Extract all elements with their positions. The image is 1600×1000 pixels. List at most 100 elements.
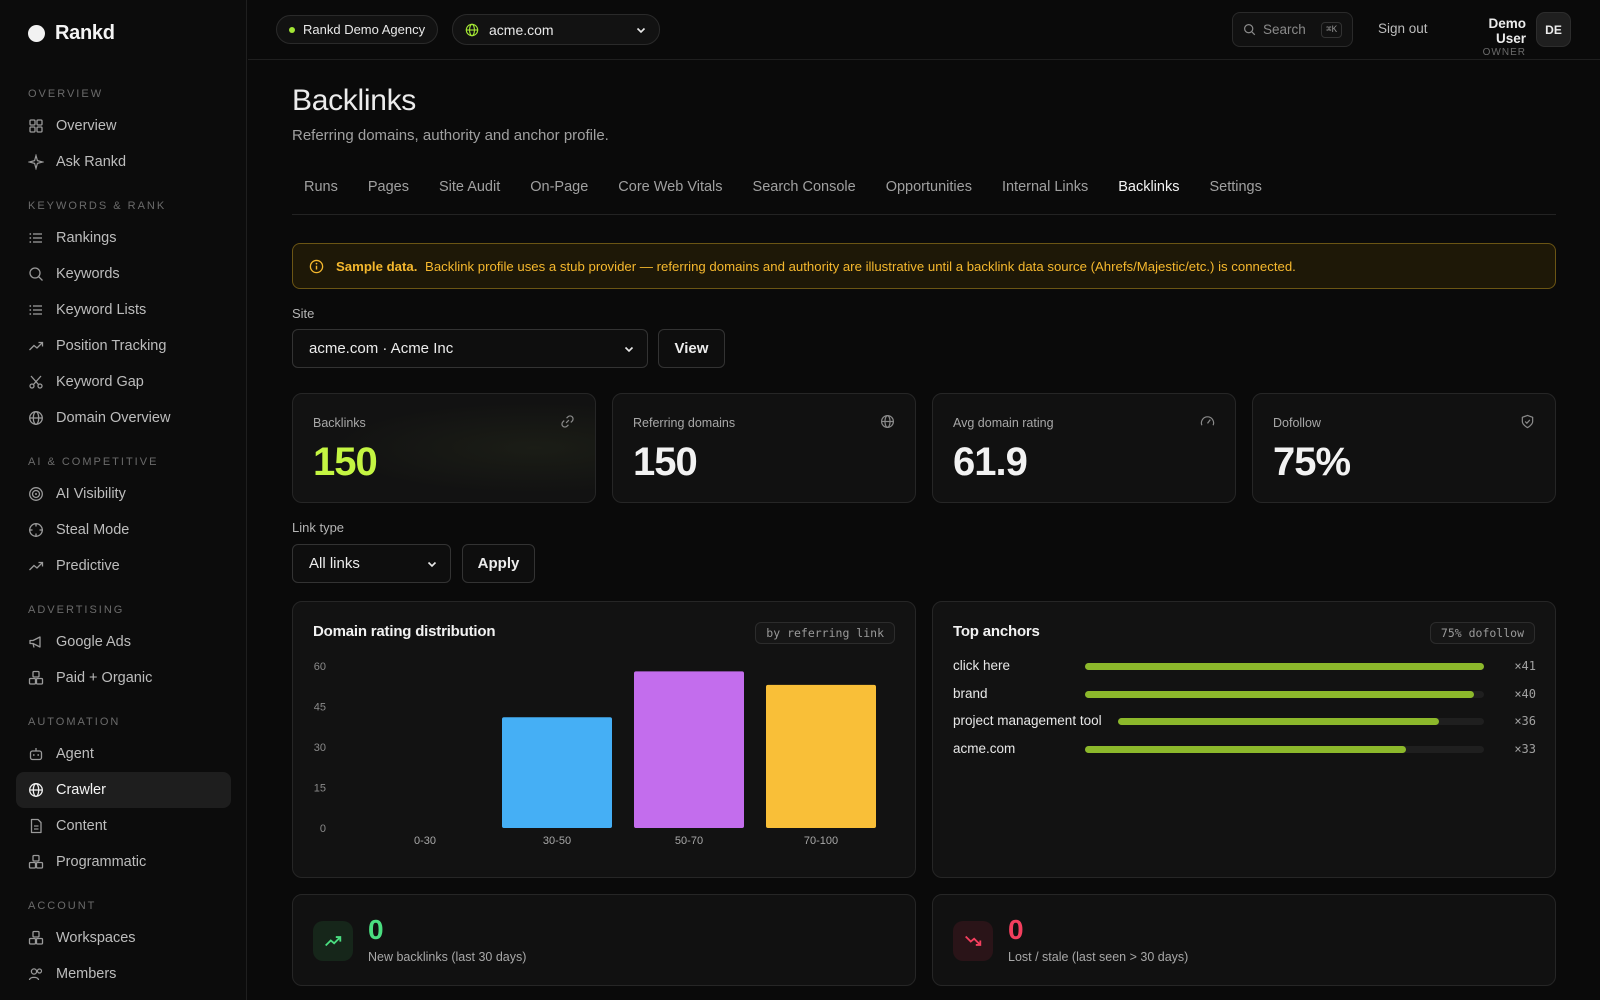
site-select[interactable]: acme.com · Acme Inc — [292, 329, 648, 368]
sidebar-item-keywords[interactable]: Keywords — [16, 256, 231, 292]
y-tick-label: 30 — [314, 742, 326, 754]
crosshair-icon — [29, 523, 43, 537]
sidebar-item-steal-mode[interactable]: Steal Mode — [16, 512, 231, 548]
sidebar-item-ai-visibility[interactable]: AI Visibility — [16, 476, 231, 512]
sidebar-item-rankings[interactable]: Rankings — [16, 220, 231, 256]
sidebar-item-ask-rankd[interactable]: Ask Rankd — [16, 144, 231, 180]
tab-runs[interactable]: Runs — [304, 179, 338, 195]
link-type-label: Link type — [292, 520, 345, 535]
search-button[interactable]: Search ⌘K — [1232, 12, 1353, 47]
app-name: Rankd — [55, 22, 115, 44]
agency-name: Rankd Demo Agency — [303, 22, 426, 37]
sidebar-item-label: Keyword Lists — [56, 302, 147, 318]
user-name: Demo User — [1488, 16, 1526, 46]
sidebar-item-domain-overview[interactable]: Domain Overview — [16, 400, 231, 436]
anchor-label: acme.com — [953, 740, 1016, 756]
x-tick-label: 70-100 — [804, 835, 838, 847]
search-icon — [29, 267, 43, 281]
trend-up-icon — [29, 341, 44, 351]
link-icon — [561, 415, 574, 428]
sidebar-item-predictive[interactable]: Predictive — [16, 548, 231, 584]
bot-icon — [29, 748, 43, 761]
view-button[interactable]: View — [658, 329, 725, 368]
tab-pages[interactable]: Pages — [367, 179, 409, 195]
nav-section-title: AUTOMATION — [28, 716, 121, 728]
dr-panel-title: Domain rating distribution — [313, 623, 496, 640]
avatar[interactable]: DE — [1536, 12, 1571, 47]
sidebar-item-crawler[interactable]: Crawler — [16, 772, 231, 808]
sidebar-item-members[interactable]: Members — [16, 956, 231, 992]
x-tick-label: 30-50 — [543, 835, 571, 847]
y-tick-label: 0 — [320, 823, 326, 835]
gauge-icon — [1200, 416, 1215, 426]
sidebar-item-label: Members — [56, 966, 117, 982]
sidebar-nav: OVERVIEW Overview Ask Rankd KEYWORDS & RANK… — [16, 80, 231, 992]
sparkle-icon — [28, 154, 44, 170]
user-role: OWNER — [1482, 47, 1526, 58]
app-logo[interactable]: Rankd — [28, 22, 115, 45]
trend-up-icon — [29, 561, 44, 571]
document-icon — [30, 818, 42, 834]
tab-opportunities[interactable]: Opportunities — [885, 179, 972, 195]
tab-site-audit[interactable]: Site Audit — [438, 179, 501, 195]
anchors-panel-tag: 75% dofollow — [1429, 622, 1535, 644]
tab-backlinks[interactable]: Backlinks — [1118, 179, 1180, 195]
sidebar-item-label: Keywords — [56, 266, 120, 282]
nav-section-title: KEYWORDS & RANK — [28, 200, 167, 212]
agency-switcher[interactable]: Rankd Demo Agency — [276, 15, 439, 44]
site-switcher[interactable]: acme.com — [452, 14, 660, 45]
sidebar-item-agent[interactable]: Agent — [16, 736, 231, 772]
sample-data-banner: Sample data. Backlink profile uses a stu… — [292, 243, 1556, 289]
sidebar-item-label: Programmatic — [56, 854, 147, 870]
sidebar-item-overview[interactable]: Overview — [16, 108, 231, 144]
globe-icon — [29, 783, 43, 797]
y-tick-label: 60 — [314, 661, 326, 673]
sign-out-button[interactable]: Sign out — [1378, 21, 1428, 36]
tab-on-page[interactable]: On-Page — [530, 179, 589, 195]
tab-settings[interactable]: Settings — [1209, 179, 1262, 195]
sidebar-item-position-tracking[interactable]: Position Tracking — [16, 328, 231, 364]
dr-distribution-panel: Domain rating distribution by referring … — [292, 601, 916, 878]
dr-panel-tag: by referring link — [755, 622, 895, 644]
nav-section-title: ACCOUNT — [28, 900, 97, 912]
megaphone-icon — [29, 636, 41, 648]
sidebar-item-programmatic[interactable]: Programmatic — [16, 844, 231, 880]
tab-core-web-vitals[interactable]: Core Web Vitals — [618, 179, 723, 195]
sidebar-item-label: Overview — [56, 118, 117, 134]
search-shortcut: ⌘K — [1321, 21, 1342, 38]
sidebar-item-label: Ask Rankd — [56, 154, 127, 170]
page-subtitle: Referring domains, authority and anchor … — [292, 127, 609, 144]
stat-value: 150 — [633, 440, 698, 484]
y-tick-label: 15 — [314, 783, 326, 795]
sidebar-item-keyword-lists[interactable]: Keyword Lists — [16, 292, 231, 328]
sidebar-item-google-ads[interactable]: Google Ads — [16, 624, 231, 660]
boxes-icon — [28, 670, 44, 685]
stat-value: 150 — [313, 440, 378, 484]
page-title: Backlinks — [292, 84, 417, 117]
sidebar-item-keyword-gap[interactable]: Keyword Gap — [16, 364, 231, 400]
sidebar-item-label: Steal Mode — [56, 522, 130, 538]
sidebar-item-workspaces[interactable]: Workspaces — [16, 920, 231, 956]
anchor-bar-track — [1085, 663, 1484, 670]
nav-section-title: ADVERTISING — [28, 604, 125, 616]
grid-icon — [29, 119, 43, 133]
sidebar-item-content[interactable]: Content — [16, 808, 231, 844]
scissors-icon — [29, 375, 43, 389]
trend-value: 0 — [368, 914, 384, 945]
site-select-value: acme.com · Acme Inc — [309, 340, 454, 357]
boxes-icon — [28, 854, 44, 869]
stat-card-backlinks: Backlinks 150 — [292, 393, 596, 503]
sidebar-item-label: Domain Overview — [56, 410, 171, 426]
anchor-count: ×36 — [1514, 714, 1536, 728]
anchor-label: click here — [953, 658, 1011, 673]
globe-icon — [880, 414, 895, 429]
tab-search-console[interactable]: Search Console — [752, 179, 856, 195]
sidebar-item-paid-organic[interactable]: Paid + Organic — [16, 660, 231, 696]
anchor-row: acme.com ×33 — [953, 741, 1536, 757]
anchor-label: brand — [953, 685, 988, 701]
link-type-select[interactable]: All links — [292, 544, 451, 583]
sidebar-item-label: Crawler — [56, 782, 106, 798]
anchor-bar-fill — [1085, 663, 1484, 670]
tab-internal-links[interactable]: Internal Links — [1001, 179, 1089, 195]
apply-button[interactable]: Apply — [462, 544, 535, 583]
